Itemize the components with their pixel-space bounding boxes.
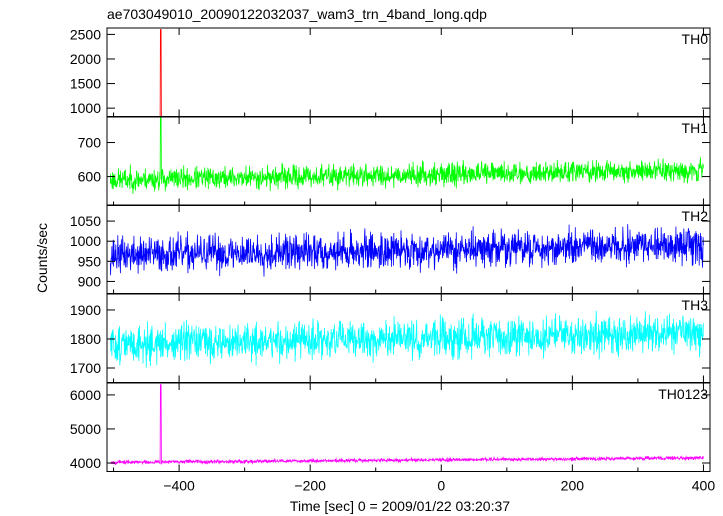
panel-frame — [106, 27, 711, 117]
y-tick-label: 950 — [78, 253, 102, 269]
panel-label-th3: TH3 — [682, 297, 709, 313]
y-tick-label: 1000 — [70, 100, 101, 116]
panel-th3: 1700 1800 1900 TH3 — [70, 293, 711, 383]
chart-title: ae703049010_20090122032037_wam3_trn_4ban… — [107, 6, 487, 22]
x-tick-label: 200 — [561, 478, 585, 494]
panel-label-th0123: TH0123 — [658, 386, 708, 402]
x-tick-label: −200 — [294, 478, 326, 494]
series-line-th1 — [109, 117, 704, 194]
series-line-th0123 — [109, 384, 704, 466]
panel-label-th0: TH0 — [682, 31, 709, 47]
y-axis-label: Counts/sec — [34, 223, 50, 293]
panel-th0123: 4000 5000 6000 TH0123 — [70, 382, 711, 472]
x-tick-label: −400 — [163, 478, 195, 494]
y-tick-label: 1000 — [70, 233, 101, 249]
series-line-th2 — [109, 224, 704, 277]
panel-label-th2: TH2 — [682, 208, 709, 224]
y-tick-label: 2000 — [70, 51, 101, 67]
panel-label-th1: TH1 — [682, 120, 709, 136]
x-tick-label: 400 — [692, 478, 716, 494]
y-tick-label: 900 — [78, 273, 102, 289]
panel-frame — [106, 382, 711, 472]
x-axis-label: Time [sec] 0 = 2009/01/22 03:20:37 — [290, 498, 510, 514]
y-tick-label: 2500 — [70, 26, 101, 42]
y-tick-label: 1500 — [70, 76, 101, 92]
y-tick-label: 1900 — [70, 302, 101, 318]
panel-th1: 600 700 TH1 — [78, 116, 711, 206]
x-tick-label: 0 — [437, 478, 445, 494]
y-tick-label: 1700 — [70, 360, 101, 376]
y-tick-label: 1800 — [70, 331, 101, 347]
y-tick-label: 5000 — [70, 421, 101, 437]
y-tick-label: 6000 — [70, 387, 101, 403]
panel-th2: 900 950 1000 1050 TH2 — [70, 204, 711, 294]
series-line-th3 — [109, 310, 704, 368]
y-tick-label: 600 — [78, 169, 102, 185]
series-line-th0 — [159, 29, 162, 117]
panel-frame — [106, 116, 711, 206]
y-tick-label: 1050 — [70, 213, 101, 229]
y-tick-label: 700 — [78, 135, 102, 151]
y-tick-label: 4000 — [70, 455, 101, 471]
panel-th0: 1000 1500 2000 2500 TH0 — [70, 26, 711, 117]
